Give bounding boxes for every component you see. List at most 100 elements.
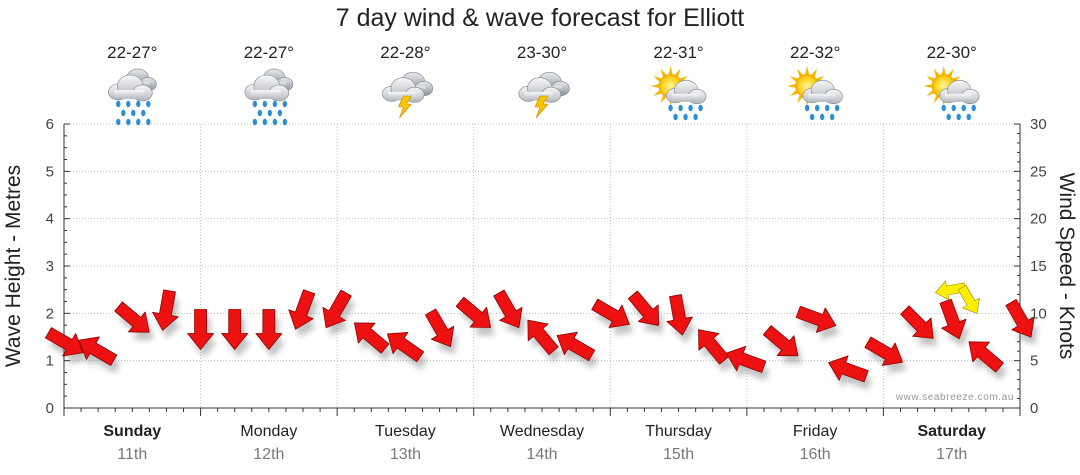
right-tick-label: 20: [1030, 211, 1047, 228]
rain-drop: [814, 104, 820, 112]
storm-cloud-icon: [382, 71, 434, 119]
rain-drop: [136, 118, 141, 126]
day-label: Sunday: [103, 423, 161, 440]
rain-drop: [126, 100, 131, 108]
gust-arrow: [957, 284, 980, 314]
right-tick-label: 5: [1030, 353, 1038, 370]
temperature-label: 22-30°: [927, 43, 977, 62]
rain-drop: [946, 113, 951, 121]
wind-arrows: [45, 289, 1035, 383]
rain-drop: [267, 109, 273, 117]
rain-drop: [121, 109, 126, 117]
rain-drop: [252, 100, 258, 108]
sun-ray: [787, 83, 797, 89]
cloud-part: [250, 90, 281, 99]
rain-drop: [678, 104, 683, 112]
wind-arrow: [939, 298, 967, 340]
temperature-label: 23-30°: [517, 43, 567, 62]
sun-ray: [923, 83, 933, 89]
rain-drop: [804, 104, 810, 112]
right-tick-label: 10: [1030, 305, 1047, 322]
right-tick-label: 25: [1030, 163, 1047, 180]
rain-cloud-icon: [244, 68, 294, 126]
wind-arrow: [455, 296, 491, 328]
sun-rain-icon: [787, 66, 843, 121]
rain-drop: [282, 100, 288, 108]
wind-arrow: [864, 336, 903, 366]
date-label: 17th: [936, 446, 967, 463]
day-label: Wednesday: [500, 423, 584, 440]
wind-arrow: [795, 305, 837, 333]
wind-arrow: [900, 305, 934, 339]
sun-ray: [650, 83, 660, 89]
rain-drop: [941, 104, 946, 112]
wind-arrow: [114, 301, 150, 333]
rain-drop: [262, 100, 268, 108]
rain-drop: [688, 104, 693, 112]
rain-drop: [961, 104, 966, 112]
cloud-part: [671, 93, 699, 102]
grid: [64, 123, 1020, 408]
wind-arrow: [968, 341, 1004, 373]
rain-drop: [819, 113, 825, 121]
gust-arrow: [934, 280, 967, 301]
sun-ray: [804, 66, 810, 76]
rain-cloud-icon: [107, 68, 157, 126]
right-tick-label: 15: [1030, 258, 1047, 275]
right-tick-label: 30: [1030, 116, 1047, 133]
right-axis-title: Wind Speed - Knots: [1055, 173, 1078, 360]
chart-title: 7 day wind & wave forecast for Elliott: [335, 4, 745, 32]
date-label: 11th: [117, 446, 147, 463]
weather-icons: [107, 66, 980, 126]
rain-drop: [698, 104, 703, 112]
temperature-label: 22-28°: [380, 43, 430, 62]
left-tick-label: 1: [46, 353, 54, 370]
date-label: 15th: [663, 446, 694, 463]
rain-drop: [693, 113, 698, 121]
sun-ray: [941, 66, 946, 76]
rain-drop: [834, 104, 840, 112]
rain-drop: [116, 118, 121, 126]
left-tick-label: 4: [46, 211, 54, 228]
lightning-bolt: [534, 95, 549, 119]
wind-arrow: [493, 289, 523, 329]
wind-arrow: [187, 309, 214, 350]
wind-arrow: [221, 309, 249, 350]
watermark: www.seabreeze.com.au: [895, 392, 1014, 403]
rain-drop: [252, 118, 258, 126]
rain-drop: [146, 118, 151, 126]
temperature-label: 22-27°: [244, 43, 294, 62]
date-label: 14th: [526, 446, 557, 463]
left-tick-label: 2: [46, 305, 54, 322]
wind-arrow-shadow: [326, 298, 356, 336]
temperature-label: 22-32°: [790, 43, 840, 62]
rain-drop: [971, 104, 976, 112]
rain-drop: [272, 118, 278, 126]
wind-arrow: [666, 294, 693, 336]
left-tick-label: 5: [46, 163, 54, 180]
rain-drop: [829, 113, 835, 121]
day-label: Monday: [240, 423, 297, 440]
day-label: Friday: [793, 423, 837, 440]
rain-drop: [262, 118, 268, 126]
rain-drop: [824, 104, 830, 112]
sun-ray: [668, 66, 673, 76]
cloud-part: [808, 93, 836, 102]
wind-arrow: [387, 331, 425, 363]
wind-arrow: [322, 289, 352, 329]
wind-arrow: [152, 289, 179, 331]
temperature-label: 22-31°: [653, 43, 703, 62]
wind-arrow: [45, 327, 84, 357]
cloud-part: [524, 91, 554, 101]
rain-drop: [282, 118, 288, 126]
sun-rain-icon: [650, 66, 707, 121]
date-label: 13th: [390, 446, 421, 463]
wind-arrow: [762, 325, 799, 357]
left-tick-label: 0: [46, 400, 54, 417]
rain-drop: [126, 118, 131, 126]
rain-drop: [141, 109, 146, 117]
right-tick-label: 0: [1030, 400, 1038, 417]
rain-drop: [131, 109, 136, 117]
sun-rain-icon: [923, 66, 980, 121]
